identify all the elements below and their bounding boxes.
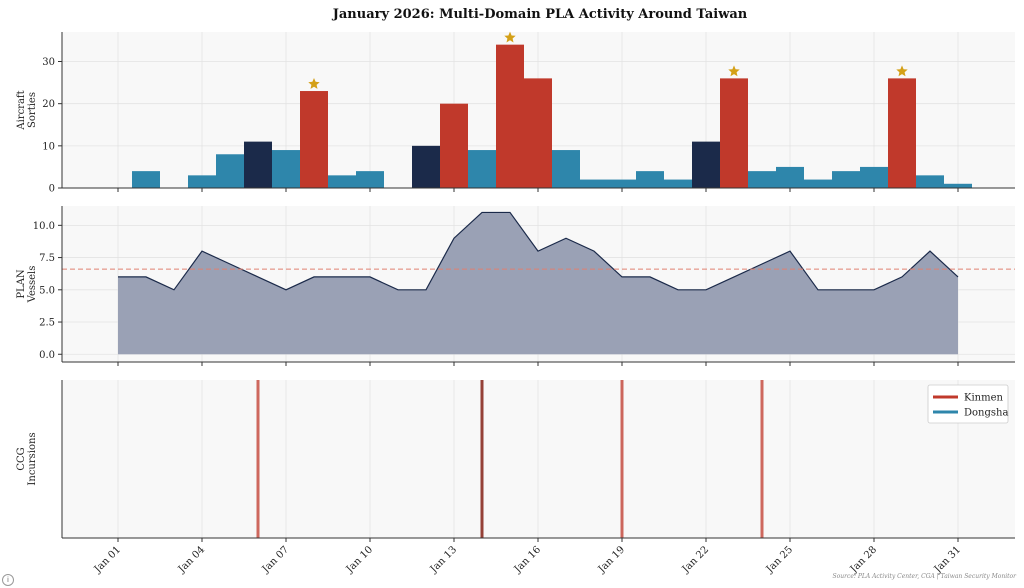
chart-title: January 2026: Multi-Domain PLA Activity … xyxy=(332,7,748,22)
x-tick-label: Jan 22 xyxy=(680,544,711,575)
legend-label: Dongsha xyxy=(964,408,1008,419)
sortie-bar xyxy=(412,145,440,188)
x-tick-label: Jan 04 xyxy=(176,544,207,575)
y-axis-label-line: Vessels xyxy=(27,266,38,304)
sortie-bar xyxy=(272,150,300,188)
x-tick-label: Jan 01 xyxy=(92,544,123,575)
sortie-bar xyxy=(636,171,664,188)
x-tick-label: Jan 13 xyxy=(428,544,459,575)
panel-plan-vessels: PLANVessels 0.0 2.5 5.0 7.5 10.0 xyxy=(16,206,1015,366)
x-tick-label: Jan 25 xyxy=(764,544,795,575)
y-axis-label: CCGIncursions xyxy=(16,432,38,485)
y-tick-label: 20 xyxy=(42,99,55,110)
sortie-bar xyxy=(496,44,524,188)
sortie-bar xyxy=(440,103,468,188)
sortie-bar xyxy=(804,179,832,188)
y-tick-label: 10.0 xyxy=(33,221,55,232)
sortie-bar xyxy=(776,166,804,188)
surge-star-marker xyxy=(896,65,908,77)
panel-ccg-incursions: CCGIncursions Kinmen Dongsha xyxy=(16,380,1015,542)
x-axis: Jan 01 Jan 04 Jan 07 Jan 10 Jan 13 Jan 16 Jan … xyxy=(92,544,963,575)
y-tick-label: 7.5 xyxy=(39,253,55,264)
legend-label: Kinmen xyxy=(964,393,1004,404)
sortie-bar xyxy=(888,78,916,188)
sortie-bar xyxy=(832,171,860,188)
surge-star-marker xyxy=(504,31,516,43)
x-tick-label: Jan 31 xyxy=(932,544,963,575)
sortie-bar xyxy=(244,141,272,188)
sortie-bar xyxy=(188,175,216,188)
x-tick-label: Jan 07 xyxy=(260,544,291,575)
sortie-bar xyxy=(300,91,328,188)
sortie-bar xyxy=(692,141,720,188)
x-tick-label: Jan 19 xyxy=(596,544,627,575)
x-tick-label: Jan 16 xyxy=(512,544,543,575)
surge-star-marker xyxy=(728,65,740,77)
source-note: Source: PLA Activity Center, CGA | Taiwa… xyxy=(833,573,1018,580)
y-axis-label-line: Aircraft xyxy=(16,90,27,130)
vessels-series-line xyxy=(118,211,959,291)
y-tick-label: 0.0 xyxy=(39,350,55,361)
x-tick-label: Jan 10 xyxy=(344,544,375,575)
plot-background xyxy=(62,380,1015,538)
y-tick-label: 2.5 xyxy=(39,318,55,329)
panel-aircraft-sorties: AircraftSorties 0 10 20 30 xyxy=(16,31,1015,195)
vessels-area-fill xyxy=(118,212,958,355)
sortie-bar xyxy=(216,154,244,188)
sortie-bar xyxy=(860,166,888,188)
y-tick-label: 10 xyxy=(42,141,55,152)
sortie-bar xyxy=(608,179,636,188)
y-tick-label: 5.0 xyxy=(39,285,55,296)
y-axis-label: AircraftSorties xyxy=(16,90,38,130)
y-tick-label: 30 xyxy=(42,57,55,68)
sortie-bar xyxy=(580,179,608,188)
sortie-bar xyxy=(132,171,160,188)
y-axis-label-line: CCG xyxy=(16,447,27,470)
sortie-bar xyxy=(748,171,776,188)
info-icon[interactable]: i xyxy=(2,574,14,586)
sortie-bar xyxy=(720,78,748,188)
y-axis-label-line: Incursions xyxy=(27,432,38,485)
x-tick-label: Jan 28 xyxy=(848,544,879,575)
y-axis-label: PLANVessels xyxy=(16,266,38,304)
sortie-bar xyxy=(356,171,384,188)
y-axis-label-line: Sorties xyxy=(27,92,38,128)
y-axis-label-line: PLAN xyxy=(16,269,27,299)
sortie-bar xyxy=(916,175,944,188)
sortie-bar xyxy=(468,150,496,188)
sortie-bar xyxy=(328,175,356,188)
y-tick-label: 0 xyxy=(49,184,55,195)
sortie-bar xyxy=(524,78,552,188)
sortie-bar xyxy=(664,179,692,188)
sortie-bar xyxy=(552,150,580,188)
sortie-bar xyxy=(944,183,972,188)
surge-star-marker xyxy=(308,78,320,89)
